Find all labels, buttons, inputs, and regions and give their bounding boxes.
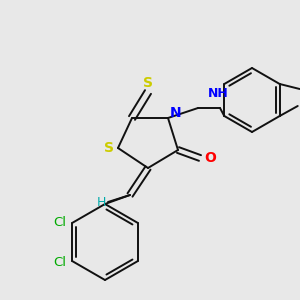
Text: N: N bbox=[170, 106, 182, 120]
Text: H: H bbox=[97, 196, 106, 208]
Text: Cl: Cl bbox=[53, 217, 66, 230]
Text: S: S bbox=[143, 76, 153, 90]
Text: Cl: Cl bbox=[53, 256, 66, 269]
Text: NH: NH bbox=[208, 87, 228, 100]
Text: O: O bbox=[204, 151, 216, 165]
Text: S: S bbox=[104, 141, 114, 155]
